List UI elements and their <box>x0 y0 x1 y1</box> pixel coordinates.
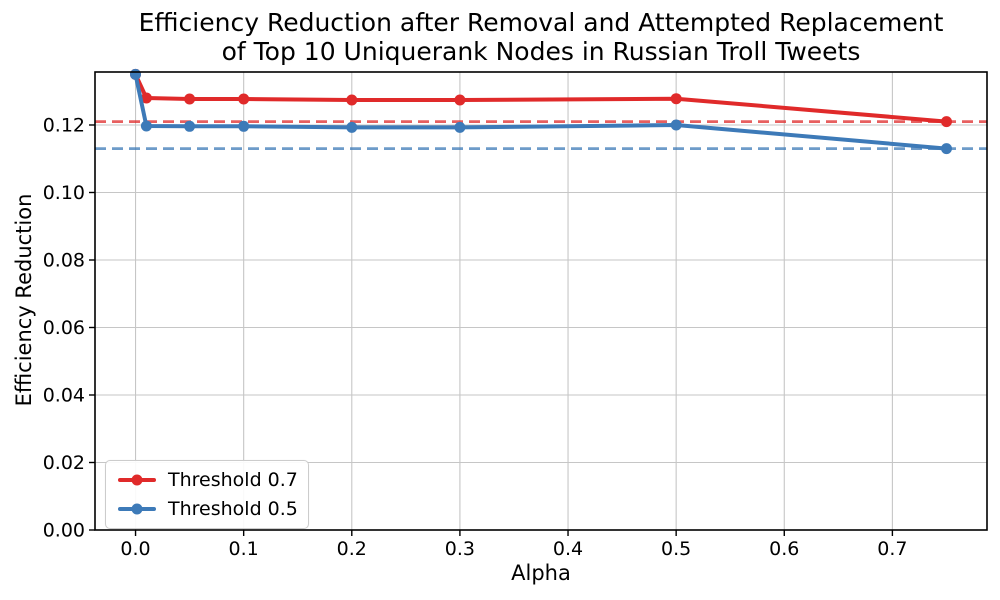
chart-title: Efficiency Reduction after Removal and A… <box>95 8 987 66</box>
y-tick-label: 0.06 <box>43 317 85 339</box>
legend-row-threshold-0.5: Threshold 0.5 <box>118 498 298 520</box>
x-tick-label: 0.7 <box>877 538 907 560</box>
legend-label: Threshold 0.7 <box>168 469 298 491</box>
data-point-marker-threshold-0.5-x0.75 <box>941 143 952 155</box>
x-tick-label: 0.3 <box>445 538 475 560</box>
series-line-threshold-0.5 <box>133 72 949 151</box>
plot-border <box>94 71 988 531</box>
data-point-marker-threshold-0.7-x0.1 <box>238 93 250 105</box>
data-point-marker-threshold-0.7-x0.3 <box>454 94 466 106</box>
data-point-marker-threshold-0.7-x0.05 <box>184 93 196 105</box>
series-line-threshold-0.7 <box>133 72 949 124</box>
data-point-marker-threshold-0.7-x0.5 <box>670 93 682 105</box>
x-axis-label: Alpha <box>511 561 571 585</box>
y-axis-label: Efficiency Reduction <box>12 193 36 407</box>
x-tick-label: 0.4 <box>553 538 583 560</box>
data-point-marker-threshold-0.7-x0.75 <box>941 116 952 128</box>
data-point-marker-threshold-0.5-x0.2 <box>346 121 358 133</box>
data-point-marker-threshold-0.5-x0.3 <box>454 121 466 133</box>
data-point-marker-threshold-0.7-x0.2 <box>346 94 358 106</box>
legend: Threshold 0.7 Threshold 0.5 <box>105 460 309 529</box>
chart-title-line-2: of Top 10 Uniquerank Nodes in Russian Tr… <box>221 37 861 66</box>
x-tick-label: 0.0 <box>120 538 150 560</box>
data-point-marker-threshold-0.5-x0.1 <box>238 120 250 132</box>
data-point-marker-threshold-0.5-x0 <box>130 68 141 80</box>
legend-row-threshold-0.7: Threshold 0.7 <box>118 469 298 491</box>
data-point-marker-threshold-0.5-x0.01 <box>140 120 152 132</box>
data-point-marker-threshold-0.5-x0.5 <box>670 119 682 131</box>
y-tick-label: 0.12 <box>43 114 85 136</box>
y-tick-label: 0.08 <box>43 249 85 271</box>
data-point-marker-threshold-0.7-x0.01 <box>140 92 152 104</box>
x-tick-label: 0.1 <box>229 538 259 560</box>
y-tick-label: 0.10 <box>43 182 85 204</box>
y-tick-label: 0.04 <box>43 384 85 406</box>
y-tick-label: 0.02 <box>43 452 85 474</box>
legend-line-marker-icon <box>118 474 156 487</box>
x-tick-label: 0.2 <box>337 538 367 560</box>
y-tick-label: 0.00 <box>43 520 85 542</box>
data-point-marker-threshold-0.5-x0.05 <box>184 120 196 132</box>
x-tick-label: 0.6 <box>769 538 799 560</box>
legend-line-marker-icon <box>118 503 156 516</box>
x-tick-label: 0.5 <box>661 538 691 560</box>
legend-label: Threshold 0.5 <box>168 498 298 520</box>
chart-title-line-1: Efficiency Reduction after Removal and A… <box>138 8 944 37</box>
